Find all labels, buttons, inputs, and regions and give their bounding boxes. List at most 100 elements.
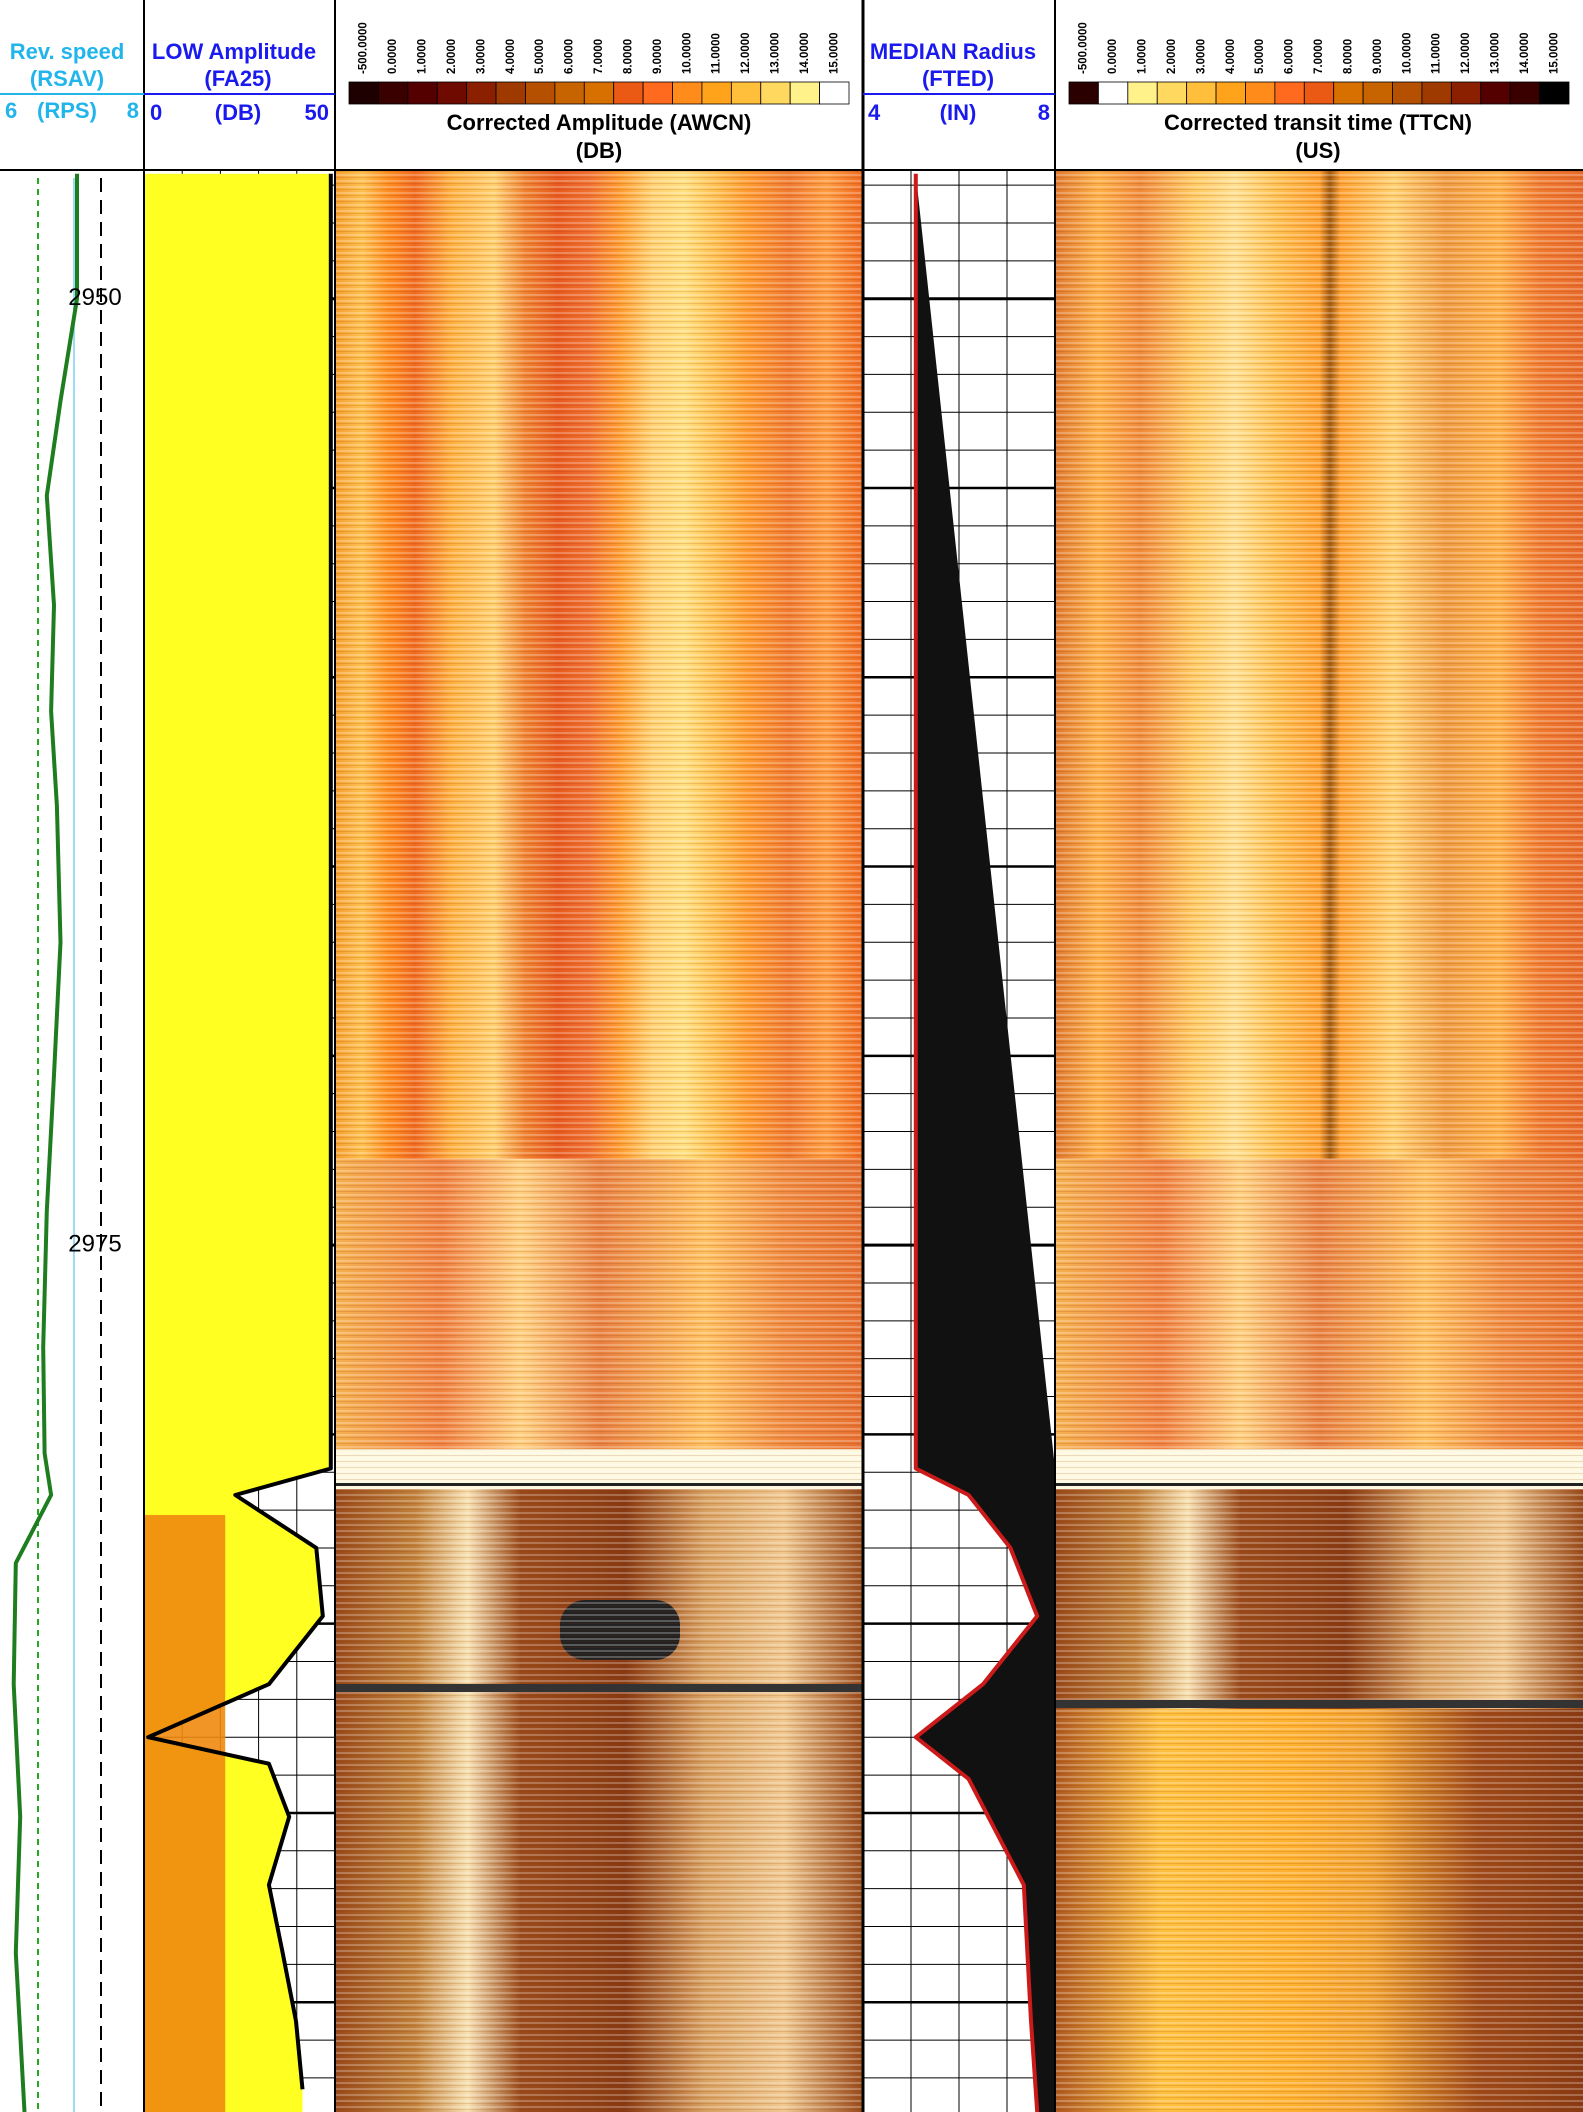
palette-label: 12.0000 <box>740 32 752 74</box>
track-title: Corrected transit time (TTCN) <box>1164 110 1472 135</box>
palette-swatch <box>407 81 438 105</box>
track-unit: (US) <box>1295 138 1340 163</box>
track-mnemonic: (FTED) <box>922 66 994 91</box>
palette-swatch <box>525 81 556 105</box>
palette-label: 9.0000 <box>1372 39 1384 74</box>
scale-max: 8 <box>1038 100 1050 125</box>
depth-label: 2975 <box>68 1230 121 1257</box>
palette-swatch <box>1068 81 1099 105</box>
lithology-fill <box>145 1514 226 2112</box>
scale-max: 50 <box>305 100 329 125</box>
scale-max: 8 <box>127 98 139 123</box>
track-mnemonic: (RSAV) <box>30 66 104 91</box>
palette-swatch <box>642 81 673 105</box>
palette-swatch <box>701 81 732 105</box>
texture <box>1056 1700 1583 1708</box>
texture <box>336 171 863 2112</box>
track-unit: (DB) <box>215 100 261 125</box>
palette-swatch <box>730 81 762 105</box>
palette-label: 6.0000 <box>1284 39 1296 74</box>
palette-swatch <box>1098 81 1129 105</box>
palette-label: 3.0000 <box>475 39 487 74</box>
palette-label: 5.0000 <box>1254 39 1266 74</box>
palette-label: 7.0000 <box>593 39 605 74</box>
track-title: LOW Amplitude <box>152 39 316 64</box>
palette-swatch <box>1362 81 1393 105</box>
image-tracks <box>336 171 1583 2112</box>
palette-label: 2.0000 <box>1166 39 1178 74</box>
palette-swatch <box>1392 81 1423 105</box>
palette-swatch <box>583 81 615 105</box>
palette-swatch <box>1333 81 1364 105</box>
palette-label: 4.0000 <box>1225 39 1237 74</box>
palette-swatch <box>466 81 497 105</box>
palette-swatch <box>348 81 379 105</box>
palette-swatch <box>1215 81 1246 105</box>
palette-swatch <box>789 81 820 105</box>
palette-swatch <box>1509 81 1540 105</box>
scale-min: 0 <box>150 100 162 125</box>
track-unit: (RPS) <box>37 98 97 123</box>
palette-label: 10.0000 <box>1401 32 1413 74</box>
palette-label: 14.0000 <box>799 32 811 74</box>
palette-label: -500.0000 <box>1078 22 1090 74</box>
palette-label: 1.0000 <box>1137 39 1149 74</box>
palette-swatch <box>819 81 850 105</box>
palette-label: 1.0000 <box>417 39 429 74</box>
palette-label: 14.0000 <box>1519 32 1531 74</box>
palette-label: 12.0000 <box>1460 32 1472 74</box>
palette-label: 10.0000 <box>681 32 693 74</box>
palette-label: 15.0000 <box>1548 32 1560 74</box>
scale-min: 4 <box>868 100 881 125</box>
palette-label: -500.0000 <box>358 22 370 74</box>
palette-label: 6.0000 <box>564 39 576 74</box>
palette-label: 8.0000 <box>1342 39 1354 74</box>
log-curve <box>146 173 333 2090</box>
header: Rev. speed (RSAV) 6 (RPS) 8 LOW Amplitud… <box>5 22 1570 1257</box>
palette-swatch <box>1156 81 1188 105</box>
curves <box>11 173 1040 2112</box>
palette-swatch <box>1480 81 1511 105</box>
palette-swatch <box>1127 81 1158 105</box>
palette-label: 0.0000 <box>1107 39 1119 74</box>
track-unit: (IN) <box>940 100 977 125</box>
depth-label: 2950 <box>68 284 121 311</box>
log-curve <box>913 173 1040 2112</box>
palette-swatch <box>1303 81 1335 105</box>
palette-swatch <box>1274 81 1305 105</box>
palette-label: 5.0000 <box>534 39 546 74</box>
palette-swatch <box>436 81 468 105</box>
palette-swatch <box>495 81 526 105</box>
palette-label: 11.0000 <box>1431 33 1443 74</box>
log-curve <box>11 173 79 2112</box>
palette-label: 8.0000 <box>622 39 634 74</box>
track-title: Rev. speed <box>10 39 125 64</box>
track-title: Corrected Amplitude (AWCN) <box>447 110 752 135</box>
palette-label: 9.0000 <box>652 39 664 74</box>
palette-swatch <box>672 81 703 105</box>
palette-label: 4.0000 <box>505 39 517 74</box>
palette-label: 3.0000 <box>1195 39 1207 74</box>
palette-swatch <box>1186 81 1217 105</box>
palette-swatch <box>1421 81 1452 105</box>
palette-label: 7.0000 <box>1313 39 1325 74</box>
palette-swatch <box>760 81 791 105</box>
track-unit: (DB) <box>576 138 622 163</box>
palette-swatch <box>1539 81 1570 105</box>
palette-swatch <box>613 81 644 105</box>
palette-label: 13.0000 <box>770 32 782 74</box>
palette-swatch <box>554 81 585 105</box>
texture <box>1056 1483 1583 1486</box>
palette-swatch <box>1245 81 1276 105</box>
track-title: MEDIAN Radius <box>870 39 1036 64</box>
texture <box>336 1483 863 1486</box>
scale-min: 6 <box>5 98 17 123</box>
palette-label: 11.0000 <box>711 33 723 74</box>
curve-fill <box>915 173 1055 2112</box>
track-mnemonic: (FA25) <box>204 66 271 91</box>
texture <box>1056 171 1583 2112</box>
fills <box>144 173 1055 2112</box>
texture <box>336 1684 863 1692</box>
